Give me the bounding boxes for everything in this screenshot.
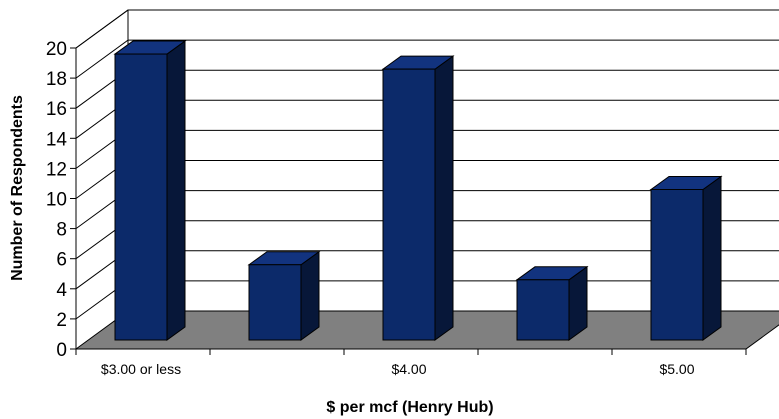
bars	[113, 40, 723, 341]
x-tick-label: $3.00 or less	[101, 361, 181, 377]
bar-side	[300, 250, 320, 341]
gridline	[75, 9, 779, 49]
y-tick-label: 8	[56, 220, 67, 241]
axes	[70, 47, 747, 355]
bar	[113, 40, 187, 341]
y-tick-label: 18	[46, 69, 67, 90]
y-tick-label: 10	[46, 190, 67, 211]
x-axis-title: $ per mcf (Henry Hub)	[326, 399, 493, 416]
bar-front	[382, 68, 436, 341]
bar-side	[702, 175, 722, 341]
y-axis-title: Number of Respondents	[9, 95, 26, 281]
bar	[515, 265, 589, 341]
y-tick-label: 6	[56, 250, 67, 271]
y-tick-label: 2	[56, 310, 67, 331]
y-tick-label: 4	[56, 280, 67, 301]
bar	[649, 175, 723, 341]
y-tick-labels: 0 2 4 6 8 10 12 14 16 18 20	[46, 39, 68, 361]
bar-front	[516, 279, 570, 341]
bar-side	[434, 55, 454, 341]
y-tick-label: 0	[56, 340, 67, 361]
bar-side	[166, 40, 186, 341]
bar-front	[114, 53, 168, 341]
x-tick-label: $4.00	[391, 361, 426, 377]
y-tick-label: 20	[46, 39, 67, 60]
y-tick-label: 12	[46, 159, 67, 180]
bar-front	[248, 264, 302, 341]
x-tick-labels: $3.00 or less $4.00 $5.00	[101, 361, 695, 377]
x-tick-label: $5.00	[659, 361, 694, 377]
bar-front	[650, 189, 704, 341]
bar	[247, 250, 321, 341]
bar	[381, 55, 455, 341]
y-tick-label: 16	[46, 99, 67, 120]
gridline	[75, 39, 779, 79]
y-tick-label: 14	[46, 129, 68, 150]
